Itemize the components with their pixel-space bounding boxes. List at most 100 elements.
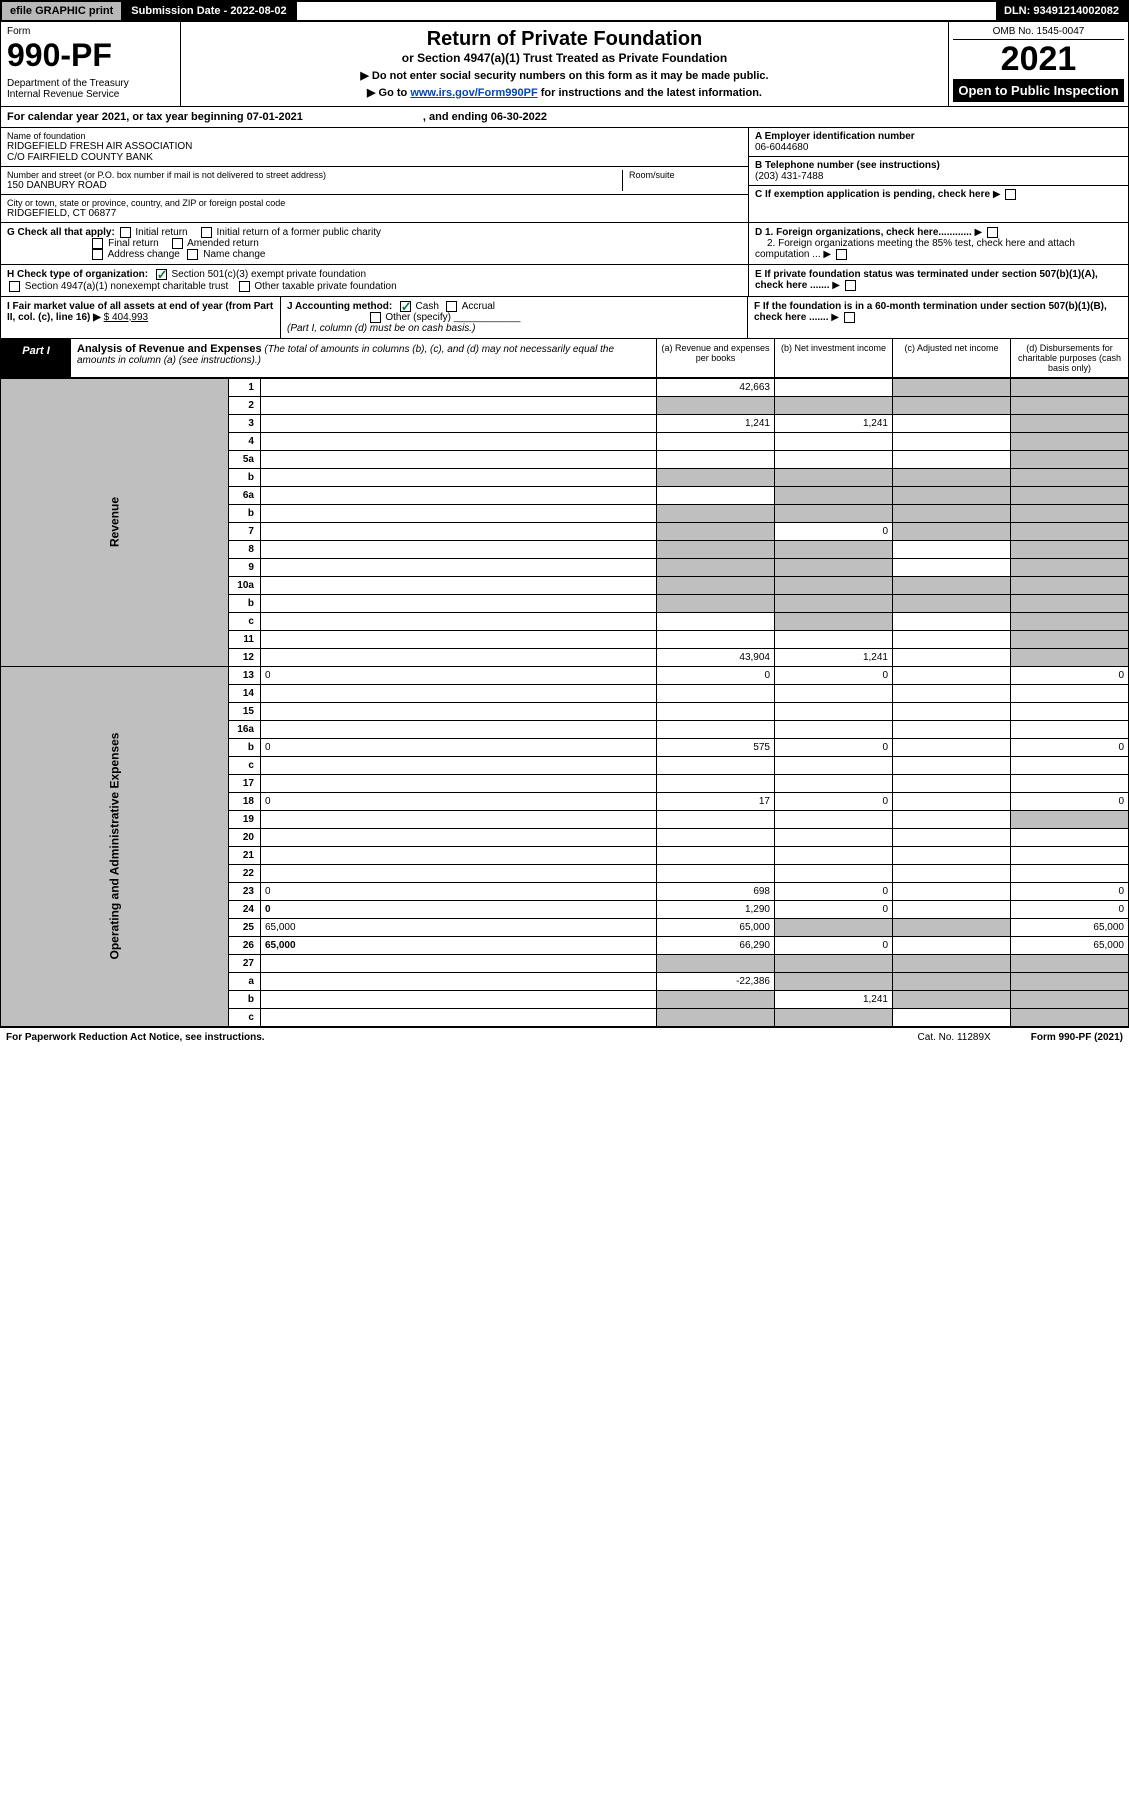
line-desc: 0 bbox=[260, 882, 656, 900]
amt-c bbox=[893, 558, 1011, 576]
instr-2: ▶ Go to www.irs.gov/Form990PF for instru… bbox=[187, 86, 942, 99]
amt-d bbox=[1011, 396, 1129, 414]
amt-a bbox=[657, 522, 775, 540]
e-label: E If private foundation status was termi… bbox=[755, 269, 1098, 291]
topbar: efile GRAPHIC print Submission Date - 20… bbox=[0, 0, 1129, 22]
amt-a bbox=[657, 756, 775, 774]
amt-b bbox=[775, 450, 893, 468]
line-number: 4 bbox=[228, 432, 260, 450]
amt-d bbox=[1011, 522, 1129, 540]
f-checkbox[interactable] bbox=[844, 312, 855, 323]
amt-b bbox=[775, 630, 893, 648]
amt-d: 0 bbox=[1011, 792, 1129, 810]
g-name-checkbox[interactable] bbox=[187, 249, 198, 260]
amt-c bbox=[893, 864, 1011, 882]
h-other-checkbox[interactable] bbox=[239, 281, 250, 292]
efile-label: efile GRAPHIC print bbox=[2, 2, 123, 20]
col-c-head: (c) Adjusted net income bbox=[892, 339, 1010, 377]
form-ref: Form 990-PF (2021) bbox=[1031, 1032, 1123, 1043]
d2-checkbox[interactable] bbox=[836, 249, 847, 260]
amt-d bbox=[1011, 540, 1129, 558]
line-desc bbox=[260, 630, 656, 648]
amt-a bbox=[657, 630, 775, 648]
line-desc bbox=[260, 756, 656, 774]
amt-d bbox=[1011, 486, 1129, 504]
amt-c bbox=[893, 378, 1011, 396]
line-number: 26 bbox=[228, 936, 260, 954]
amt-c bbox=[893, 540, 1011, 558]
line-desc: 0 bbox=[260, 666, 656, 684]
g-initial-checkbox[interactable] bbox=[120, 227, 131, 238]
amt-b: 0 bbox=[775, 792, 893, 810]
amt-b: 0 bbox=[775, 882, 893, 900]
line-number: 23 bbox=[228, 882, 260, 900]
h-4947-checkbox[interactable] bbox=[9, 281, 20, 292]
amt-d bbox=[1011, 648, 1129, 666]
line-number: 15 bbox=[228, 702, 260, 720]
line-desc bbox=[260, 828, 656, 846]
line-desc bbox=[260, 846, 656, 864]
amt-c bbox=[893, 432, 1011, 450]
g-former-checkbox[interactable] bbox=[201, 227, 212, 238]
amt-c bbox=[893, 684, 1011, 702]
amt-d bbox=[1011, 630, 1129, 648]
amt-d bbox=[1011, 504, 1129, 522]
amt-c bbox=[893, 954, 1011, 972]
dept-label: Department of the Treasury Internal Reve… bbox=[7, 78, 174, 100]
calyear-begin: For calendar year 2021, or tax year begi… bbox=[7, 111, 303, 123]
j-cash-checkbox[interactable] bbox=[400, 301, 411, 312]
line-number: 17 bbox=[228, 774, 260, 792]
line-number: b bbox=[228, 468, 260, 486]
amt-b bbox=[775, 864, 893, 882]
line-number: 19 bbox=[228, 810, 260, 828]
irs-link[interactable]: www.irs.gov/Form990PF bbox=[410, 87, 537, 99]
amt-d: 0 bbox=[1011, 666, 1129, 684]
h-check-row: H Check type of organization: Section 50… bbox=[0, 265, 1129, 296]
form-title: Return of Private Foundation bbox=[187, 28, 942, 51]
i-value: $ 404,993 bbox=[104, 312, 149, 323]
g-amended-checkbox[interactable] bbox=[172, 238, 183, 249]
amt-b bbox=[775, 378, 893, 396]
year-block: OMB No. 1545-0047 2021 Open to Public In… bbox=[948, 22, 1128, 106]
line-number: 24 bbox=[228, 900, 260, 918]
line-number: 8 bbox=[228, 540, 260, 558]
d1-checkbox[interactable] bbox=[987, 227, 998, 238]
amt-b bbox=[775, 828, 893, 846]
tax-year: 2021 bbox=[953, 40, 1124, 79]
j-accrual-checkbox[interactable] bbox=[446, 301, 457, 312]
line-desc: 0 bbox=[260, 792, 656, 810]
amt-a bbox=[657, 990, 775, 1008]
amt-d bbox=[1011, 378, 1129, 396]
amt-b bbox=[775, 594, 893, 612]
e-checkbox[interactable] bbox=[845, 280, 856, 291]
part1-title: Analysis of Revenue and Expenses (The to… bbox=[71, 339, 656, 377]
city-label: City or town, state or province, country… bbox=[7, 198, 742, 208]
amt-a: 17 bbox=[657, 792, 775, 810]
g-final-checkbox[interactable] bbox=[92, 238, 103, 249]
g-address-checkbox[interactable] bbox=[92, 249, 103, 260]
amt-a bbox=[657, 468, 775, 486]
line-number: c bbox=[228, 756, 260, 774]
amt-b: 1,241 bbox=[775, 990, 893, 1008]
line-desc bbox=[260, 648, 656, 666]
amt-d bbox=[1011, 702, 1129, 720]
line-number: b bbox=[228, 738, 260, 756]
h-501c3-checkbox[interactable] bbox=[156, 269, 167, 280]
amt-d: 0 bbox=[1011, 882, 1129, 900]
line-desc bbox=[260, 558, 656, 576]
amt-a: 1,290 bbox=[657, 900, 775, 918]
amt-d bbox=[1011, 594, 1129, 612]
amt-c bbox=[893, 810, 1011, 828]
cat-no: Cat. No. 11289X bbox=[918, 1032, 991, 1043]
amt-a: 65,000 bbox=[657, 918, 775, 936]
amt-d: 0 bbox=[1011, 738, 1129, 756]
amt-d bbox=[1011, 684, 1129, 702]
j-other-checkbox[interactable] bbox=[370, 312, 381, 323]
c-checkbox[interactable] bbox=[1005, 189, 1016, 200]
amt-c bbox=[893, 882, 1011, 900]
amt-a: 1,241 bbox=[657, 414, 775, 432]
line-number: b bbox=[228, 990, 260, 1008]
line-number: 11 bbox=[228, 630, 260, 648]
phone: (203) 431-7488 bbox=[755, 171, 1122, 182]
amt-b bbox=[775, 558, 893, 576]
